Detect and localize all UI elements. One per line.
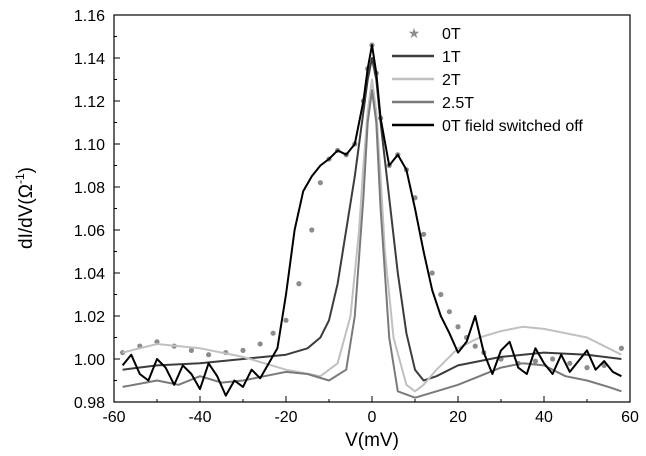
y-tick-label: 1.14 xyxy=(74,51,105,68)
y-axis-title: dI/dV(Ω-1) xyxy=(13,167,37,249)
data-point xyxy=(283,317,289,323)
series-layer xyxy=(120,42,625,399)
series-0t-field-switched-off-line xyxy=(121,44,622,397)
y-tick-label: 1.00 xyxy=(74,352,105,369)
data-point xyxy=(296,281,302,287)
y-tick-label: 1.12 xyxy=(74,94,105,111)
y-tick-label: 1.16 xyxy=(74,8,105,25)
x-axis-title: V(mV) xyxy=(345,430,399,451)
x-tick-label: 0 xyxy=(368,409,377,426)
y-axis-ticks: 0.98 1.00 1.02 1.04 1.06 1.08 1.10 1.12 1.14 1.16 xyxy=(74,8,120,412)
data-point xyxy=(455,324,461,330)
legend-label: 0T field switched off xyxy=(442,118,583,135)
data-point xyxy=(257,341,263,347)
legend-label: 2T xyxy=(442,72,461,89)
x-tick-label: -20 xyxy=(274,409,297,426)
data-point xyxy=(270,330,276,336)
data-point xyxy=(317,180,323,186)
data-point xyxy=(472,343,478,349)
x-axis-ticks: -60 -40 -20 0 20 40 60 xyxy=(102,396,639,426)
data-point xyxy=(206,352,212,358)
data-point xyxy=(240,347,246,353)
legend: ★ 0T 1T 2T 2.5T 0T field switched off xyxy=(392,26,583,135)
data-point xyxy=(429,270,435,276)
x-tick-label: 20 xyxy=(449,409,467,426)
data-point xyxy=(567,360,573,366)
x-tick-label: 40 xyxy=(535,409,553,426)
data-point xyxy=(618,345,625,351)
data-point xyxy=(584,365,590,371)
y-tick-label: 1.04 xyxy=(74,266,105,283)
series-1t-line xyxy=(122,57,622,382)
plot-frame xyxy=(113,14,631,403)
legend-label: 2.5T xyxy=(442,95,474,112)
data-point xyxy=(532,358,539,364)
y-axis-title-superscript: -1 xyxy=(13,173,27,184)
x-tick-label: -40 xyxy=(188,409,211,426)
y-tick-label: 1.10 xyxy=(74,137,105,154)
data-point xyxy=(438,291,444,298)
data-point xyxy=(188,347,194,353)
x-tick-label: 60 xyxy=(621,409,639,426)
data-point xyxy=(421,231,427,237)
y-axis-title-main: dI/dV(Ω xyxy=(16,184,37,249)
y-tick-label: 1.08 xyxy=(74,180,105,197)
x-tick-label: -60 xyxy=(102,409,125,426)
legend-label: 1T xyxy=(442,49,461,66)
y-tick-label: 0.98 xyxy=(74,395,105,412)
data-point xyxy=(309,227,315,233)
legend-marker: ★ xyxy=(408,26,421,42)
legend-label: 0T xyxy=(442,26,461,43)
data-point xyxy=(154,339,160,345)
y-tick-label: 1.02 xyxy=(74,309,105,326)
data-point xyxy=(550,356,556,362)
y-tick-label: 1.06 xyxy=(74,223,105,240)
data-point xyxy=(446,309,452,315)
y-axis-title-suffix: ) xyxy=(16,167,37,173)
series-2t-line xyxy=(122,78,622,393)
series-2-5t-line xyxy=(122,89,622,399)
